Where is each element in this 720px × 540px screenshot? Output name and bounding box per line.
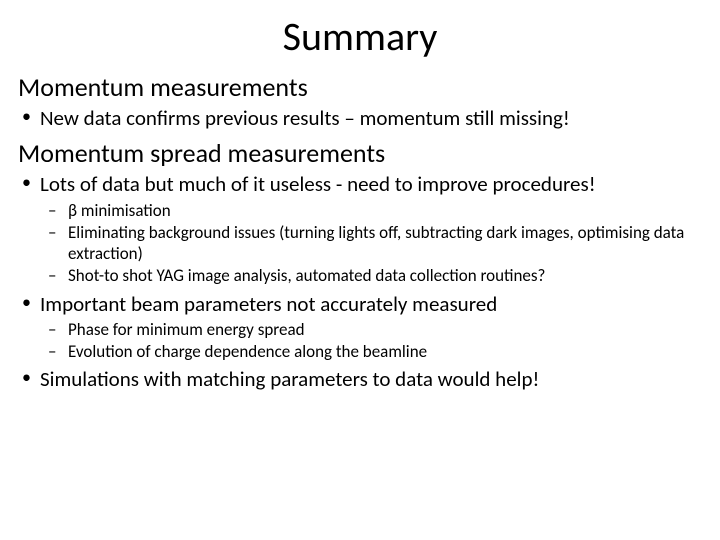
sub-bullet-item: Evolution of charge dependence along the… [40, 341, 702, 362]
bullet-text: Lots of data but much of it useless - ne… [40, 171, 596, 197]
sub-bullet-list: Phase for minimum energy spread Evolutio… [40, 319, 702, 363]
sub-bullet-item: Phase for minimum energy spread [40, 319, 702, 340]
bullet-item: Important beam parameters not accurately… [18, 291, 702, 363]
section-heading: Momentum measurements [18, 71, 720, 103]
bullet-item: New data confirms previous results – mom… [18, 105, 702, 131]
sub-bullet-item: Eliminating background issues (turning l… [40, 222, 702, 265]
bullet-list: Lots of data but much of it useless - ne… [18, 171, 702, 392]
section-heading: Momentum spread measurements [18, 137, 720, 169]
bullet-item: Lots of data but much of it useless - ne… [18, 171, 702, 286]
bullet-item: Simulations with matching parameters to … [18, 366, 702, 392]
slide-title: Summary [0, 12, 720, 61]
bullet-text: Important beam parameters not accurately… [40, 291, 497, 317]
sub-bullet-list: β minimisation Eliminating background is… [40, 200, 702, 287]
sub-bullet-item: β minimisation [40, 200, 702, 221]
sub-bullet-item: Shot-to shot YAG image analysis, automat… [40, 265, 702, 286]
bullet-list: New data confirms previous results – mom… [18, 105, 702, 131]
